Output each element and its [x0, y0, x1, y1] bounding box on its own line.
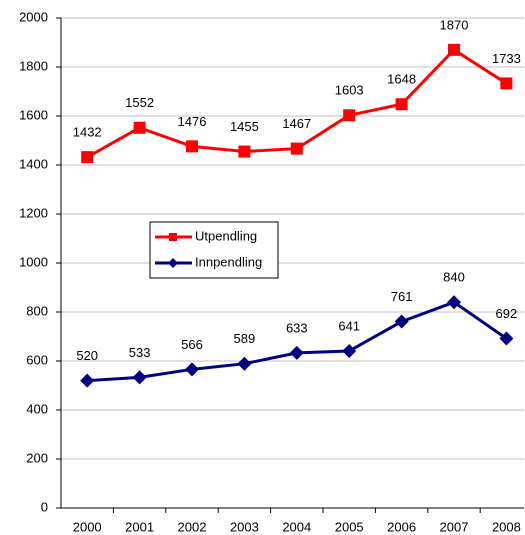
data-point — [80, 373, 95, 388]
legend-box — [149, 221, 279, 279]
y-tick-label: 1000 — [19, 254, 48, 269]
y-tick-label: 400 — [26, 401, 48, 416]
data-point — [238, 145, 251, 158]
data-label: 566 — [181, 337, 203, 352]
y-tick-label: 2000 — [19, 9, 48, 24]
x-tick-label: 2003 — [230, 519, 259, 534]
data-label: 533 — [129, 345, 151, 360]
data-point — [237, 356, 252, 371]
y-tick-label: 0 — [41, 499, 48, 514]
data-label: 1603 — [335, 83, 364, 98]
data-label: 520 — [76, 348, 98, 363]
y-tick-label: 1400 — [19, 156, 48, 171]
data-label: 1432 — [73, 125, 102, 140]
y-tick-label: 1200 — [19, 205, 48, 220]
legend-marker — [169, 233, 177, 241]
data-label: 761 — [391, 289, 413, 304]
x-tick-label: 2005 — [335, 519, 364, 534]
x-tick-label: 2006 — [387, 519, 416, 534]
data-label: 1476 — [178, 114, 207, 129]
data-point — [185, 362, 199, 377]
y-tick-label: 1800 — [19, 58, 48, 73]
data-point — [448, 43, 460, 56]
data-point — [343, 109, 356, 122]
data-label: 692 — [496, 306, 518, 321]
data-point — [290, 142, 303, 155]
data-point — [186, 140, 198, 153]
legend-label: Innpendling — [195, 254, 262, 269]
data-point — [132, 370, 147, 385]
legend: Utpendling Innpendling — [149, 221, 279, 279]
data-point — [395, 98, 408, 111]
data-point — [499, 331, 514, 346]
data-label: 1733 — [492, 51, 521, 66]
y-tick-label: 200 — [26, 450, 48, 465]
x-tick-label: 2008 — [492, 519, 521, 534]
data-label: 633 — [286, 320, 308, 335]
y-tick-label: 800 — [26, 303, 48, 318]
legend-marker — [168, 258, 178, 268]
x-tick-label: 2000 — [73, 519, 102, 534]
data-label: 1455 — [230, 119, 259, 134]
data-point — [394, 314, 409, 329]
data-point — [342, 343, 357, 358]
data-label: 1648 — [387, 72, 416, 87]
x-tick-label: 2002 — [178, 519, 207, 534]
data-label: 1467 — [282, 116, 311, 131]
data-point — [81, 151, 94, 164]
data-label: 840 — [443, 270, 465, 285]
data-label: 641 — [338, 318, 360, 333]
data-label: 1552 — [125, 95, 154, 110]
y-tick-label: 1600 — [19, 107, 48, 122]
data-point — [447, 295, 461, 310]
data-point — [133, 121, 146, 134]
data-point — [500, 77, 513, 90]
data-label: 589 — [234, 331, 256, 346]
legend-label: Utpendling — [195, 228, 257, 243]
data-label: 1870 — [440, 17, 469, 32]
x-tick-label: 2004 — [282, 519, 311, 534]
y-tick-label: 600 — [26, 352, 48, 367]
series-line — [87, 300, 508, 383]
x-tick-label: 2007 — [440, 519, 469, 534]
x-tick-label: 2001 — [125, 519, 154, 534]
data-point — [289, 345, 304, 360]
